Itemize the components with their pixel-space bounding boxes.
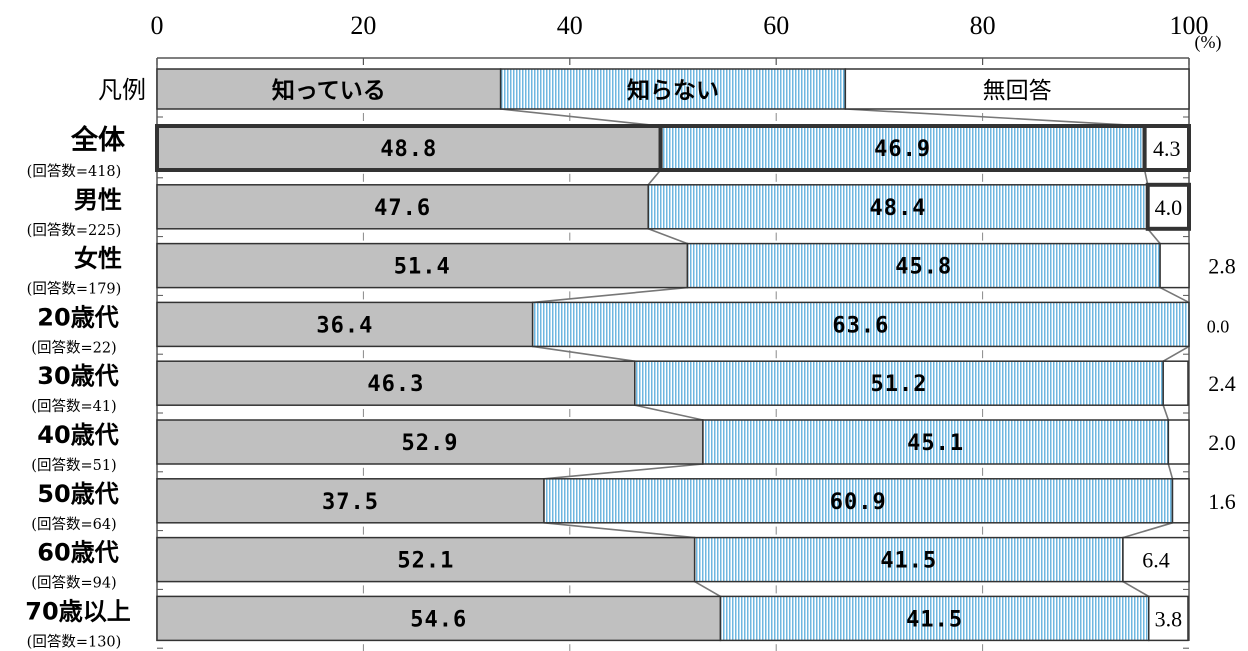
category-sample-size: (回答数=225) — [27, 222, 122, 239]
category-label: 60歳代 — [37, 539, 118, 567]
category-label: 20歳代 — [37, 303, 118, 331]
category-sample-size: (回答数=418) — [27, 163, 122, 180]
bar-segment — [1167, 419, 1190, 465]
data-label: 46.9 — [874, 137, 931, 162]
bar-segment — [1171, 478, 1190, 524]
bar-segment — [1159, 242, 1190, 289]
bar-segment — [156, 478, 545, 524]
connector-line — [1147, 228, 1161, 245]
data-label: 52.1 — [397, 549, 454, 574]
bar-segment — [702, 419, 1170, 465]
bar-segment — [156, 360, 636, 406]
data-label: 4.0 — [1155, 195, 1183, 220]
bar-segment — [1148, 595, 1189, 642]
connector-line — [694, 580, 721, 598]
connector-line — [532, 286, 688, 304]
data-label: 52.9 — [401, 431, 458, 456]
category-sample-size: (回答数=94) — [31, 575, 116, 592]
unit-label: (%) — [1195, 32, 1222, 53]
category-sample-size: (回答数=41) — [31, 398, 116, 415]
connector-line — [647, 228, 688, 245]
bar-segment — [156, 536, 696, 583]
connector-line — [647, 169, 662, 186]
connector-line — [634, 404, 704, 421]
data-label: 48.8 — [380, 137, 437, 162]
data-label: 45.1 — [907, 431, 964, 456]
connector-line — [845, 108, 1145, 127]
data-label: 51.4 — [394, 255, 451, 280]
x-tick-label: 80 — [970, 11, 996, 40]
connector-line — [1159, 286, 1190, 304]
data-label: 2.0 — [1208, 430, 1236, 455]
bar-segment — [531, 301, 1190, 348]
data-label: 41.5 — [906, 607, 963, 632]
data-label: 2.4 — [1208, 371, 1236, 396]
connector-line — [1167, 463, 1174, 480]
data-label: 54.6 — [410, 607, 467, 632]
bar-segment — [1162, 360, 1189, 406]
category-label: 70歳以上 — [25, 597, 130, 625]
category-sample-size: (回答数=179) — [27, 281, 122, 298]
x-tick-label: 40 — [557, 11, 583, 40]
connector-line — [1162, 404, 1170, 421]
category-label: 40歳代 — [37, 421, 118, 449]
legend-entry: 知っている — [272, 77, 386, 104]
x-tick-label: 60 — [763, 11, 789, 40]
connector-line — [543, 463, 704, 480]
connector-line — [500, 108, 661, 127]
connector-line — [532, 345, 635, 362]
connector-line — [1122, 580, 1150, 598]
bar-segment — [647, 184, 1149, 230]
data-label: 45.8 — [895, 255, 952, 280]
category-label: 男性 — [74, 186, 122, 214]
category-sample-size: (回答数=51) — [31, 457, 116, 474]
data-label: 47.6 — [374, 196, 431, 221]
data-label: 41.5 — [880, 549, 937, 574]
category-label: 全体 — [70, 124, 126, 156]
connector-line — [543, 522, 695, 539]
bar-segment — [1145, 182, 1191, 231]
connector-line — [1162, 345, 1190, 362]
legend-swatch — [844, 68, 1190, 110]
data-label: 2.8 — [1208, 254, 1236, 279]
data-label: 36.4 — [316, 313, 373, 338]
connector-line — [1143, 169, 1149, 185]
data-label: 46.3 — [367, 372, 424, 397]
bar-segment — [634, 360, 1164, 406]
data-label: 0.0 — [1207, 316, 1230, 336]
legend-entry: 知らない — [627, 77, 719, 104]
x-tick-label: 0 — [151, 11, 164, 40]
bar-segment — [156, 301, 534, 348]
bar-segment — [1122, 536, 1190, 583]
category-sample-size: (回答数=130) — [27, 633, 122, 650]
connector-line — [1122, 522, 1173, 539]
data-label: 37.5 — [322, 490, 379, 515]
data-label: 4.3 — [1153, 136, 1181, 161]
x-tick-label: 20 — [350, 11, 376, 40]
category-label: 30歳代 — [37, 362, 118, 390]
category-label: 50歳代 — [37, 480, 118, 508]
data-label: 6.4 — [1142, 548, 1170, 573]
category-sample-size: (回答数=22) — [31, 339, 116, 356]
data-label: 51.2 — [871, 372, 928, 397]
bar-segment — [156, 595, 722, 642]
bar-segment — [693, 536, 1124, 583]
bar-segment — [686, 242, 1161, 289]
bar-segment — [1142, 124, 1192, 172]
category-label: 女性 — [74, 245, 122, 273]
legend-entry: 無回答 — [983, 78, 1052, 104]
legend-swatch — [499, 68, 847, 110]
x-tick-label: 100 — [1170, 11, 1209, 40]
data-label: 60.9 — [830, 490, 887, 515]
data-label: 3.8 — [1155, 606, 1183, 631]
data-label: 48.4 — [869, 196, 926, 221]
bar-segment — [156, 419, 704, 465]
data-label: 1.6 — [1208, 489, 1236, 514]
category-sample-size: (回答数=64) — [31, 516, 116, 533]
data-label: 63.6 — [832, 313, 889, 338]
legend-title: 凡例 — [98, 76, 146, 104]
